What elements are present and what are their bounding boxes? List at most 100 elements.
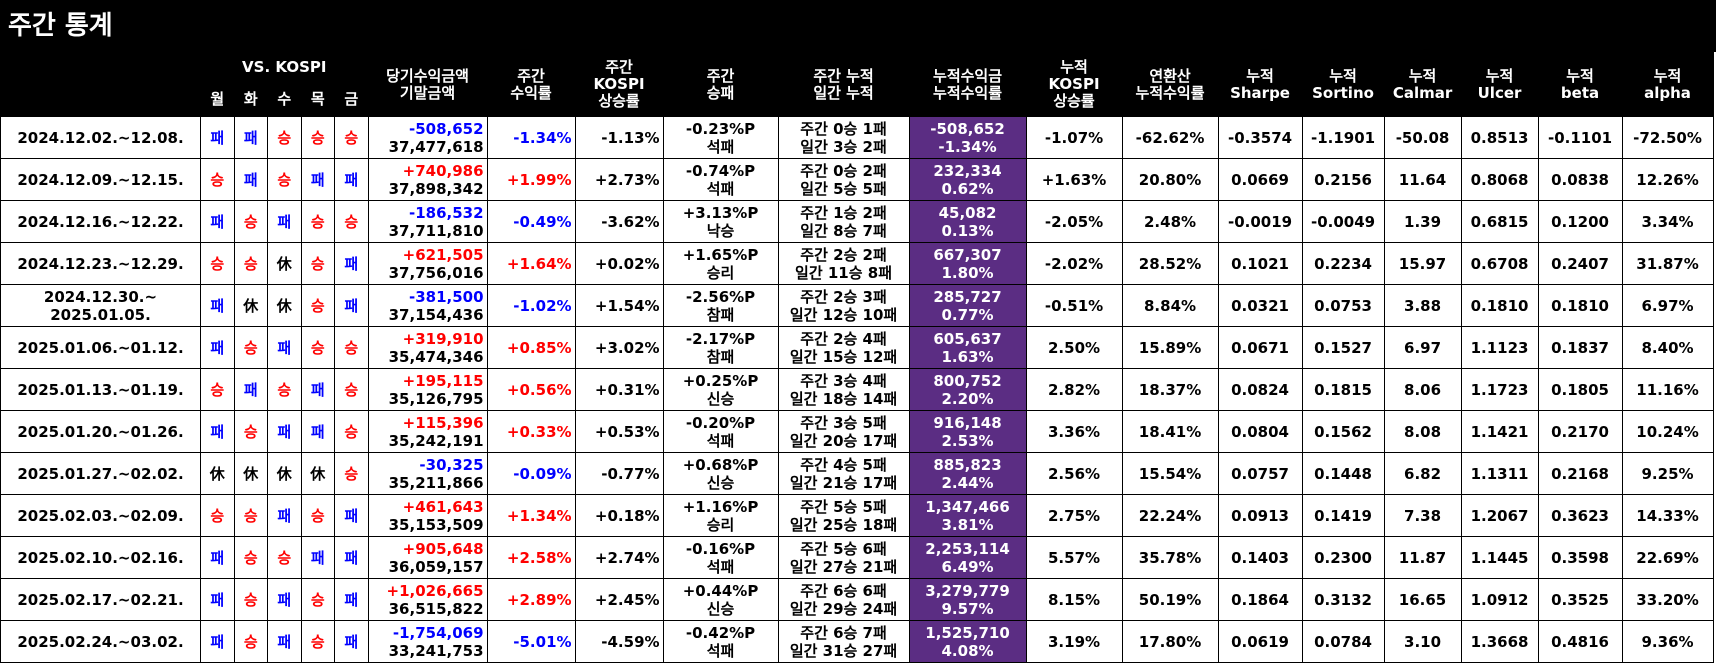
cell-text: +740,986	[402, 161, 484, 180]
cell-text: 45,082	[938, 203, 997, 222]
period: 2025.01.06.~01.12.	[17, 338, 184, 357]
cell: 주간 0승 2패 일간 5승 5패	[777, 158, 910, 201]
header-cell: 금	[334, 82, 369, 117]
cell-text: 4.08%	[941, 641, 994, 660]
cell-text: 28.52%	[1138, 254, 1202, 273]
table-row: 2025.01.13.~01.19. 승 패 승 패 승 +195,115 35,126,79…	[0, 368, 1714, 411]
day-cell: 休	[200, 452, 235, 495]
cell: -0.1101	[1537, 116, 1623, 159]
cell-text: 10.24%	[1636, 422, 1699, 441]
day-result: 패	[210, 338, 225, 357]
header-text: 누적	[1246, 66, 1274, 85]
day-result: 패	[210, 590, 225, 609]
cell: +0.25%P 신승	[662, 368, 779, 411]
cell: +1.99%	[486, 158, 576, 201]
cell: 11.16%	[1621, 368, 1714, 411]
cell-text: 3.19%	[1048, 632, 1101, 651]
cell-text: 일간 15승 12패	[789, 347, 898, 366]
cell: 16.65	[1383, 578, 1462, 621]
header-cell: 누적 beta	[1537, 52, 1623, 117]
day-result: 승	[243, 212, 258, 231]
cell-text: 36,059,157	[388, 557, 484, 576]
cell-text: 0.2168	[1551, 464, 1609, 483]
cell-text: 0.6815	[1470, 212, 1529, 231]
header-text: 수익률	[510, 83, 552, 102]
weekday: 금	[344, 90, 359, 108]
day-result: 패	[277, 422, 292, 441]
cell-text: -1.07%	[1044, 128, 1104, 147]
cell-text: +2.73%	[594, 170, 660, 189]
day-result: 승	[277, 128, 292, 147]
cell-text: +319,910	[402, 329, 484, 348]
cell-text: 석패	[706, 137, 735, 156]
cell: -0.49%	[486, 200, 576, 243]
cell-text: 35.78%	[1138, 548, 1202, 567]
day-result: 패	[277, 632, 292, 651]
cell-text: 18.37%	[1138, 380, 1202, 399]
cell-text: 0.0913	[1231, 506, 1289, 525]
cell: 0.8068	[1460, 158, 1539, 201]
day-result: 패	[344, 548, 359, 567]
cell: -30,325 35,211,866	[367, 452, 488, 495]
cell-text: 6.97	[1404, 338, 1442, 357]
cell: -1.1901	[1301, 116, 1385, 159]
day-cell: 패	[200, 200, 235, 243]
cell-text: -381,500	[408, 287, 484, 306]
cell: +319,910 35,474,346	[367, 326, 488, 369]
cell-text: 5.57%	[1048, 548, 1101, 567]
day-result: 승	[310, 296, 325, 315]
cell: +115,396 35,242,191	[367, 410, 488, 453]
cell-text: 232,334	[933, 161, 1002, 180]
header-text: 누적	[1653, 66, 1682, 85]
cell-text: +0.44%P	[682, 581, 759, 600]
day-result: 패	[344, 506, 359, 525]
cell: -0.77%	[574, 452, 664, 495]
cell: 31.87%	[1621, 242, 1714, 285]
day-cell: 패	[334, 284, 369, 327]
day-result: 승	[277, 170, 292, 189]
cell: 0.0804	[1217, 410, 1303, 453]
cell-text: +0.53%	[594, 422, 660, 441]
day-cell: 패	[334, 158, 369, 201]
cell-text: 주간 0승 2패	[800, 161, 887, 180]
cell: 0.1864	[1217, 578, 1303, 621]
cell-text: -30,325	[419, 455, 484, 474]
day-result: 승	[344, 464, 359, 483]
cell-text: 일간 11승 8패	[795, 263, 893, 282]
cell: 1.1723	[1460, 368, 1539, 411]
cell: 0.1805	[1537, 368, 1623, 411]
day-cell: 승	[233, 620, 268, 663]
cell: 20.80%	[1121, 158, 1219, 201]
day-result: 패	[210, 548, 225, 567]
period: 2025.01.13.~01.19.	[17, 380, 184, 399]
cell-text: 낙승	[706, 221, 735, 240]
header-cell: 주간 KOSPI 상승률	[574, 52, 664, 117]
cell: 주간 1승 2패 일간 8승 7패	[777, 200, 910, 243]
day-cell: 패	[267, 326, 302, 369]
cell-text: +0.25%P	[682, 371, 759, 390]
day-result: 승	[344, 338, 359, 357]
header-text: 누적수익금	[933, 66, 1003, 85]
cell: +621,505 37,756,016	[367, 242, 488, 285]
cell-text: 1.1123	[1470, 338, 1529, 357]
cell: 0.2170	[1537, 410, 1623, 453]
day-cell: 패	[334, 620, 369, 663]
cell-text: 9.36%	[1641, 632, 1694, 651]
day-cell: 승	[200, 158, 235, 201]
cell: -508,652 -1.34%	[908, 116, 1027, 159]
cell-text: -186,532	[408, 203, 484, 222]
cell-text: 0.1562	[1314, 422, 1372, 441]
cell: 1.0912	[1460, 578, 1539, 621]
cell: 주간 0승 1패 일간 3승 2패	[777, 116, 910, 159]
cell-text: 0.0619	[1231, 632, 1289, 651]
cell-text: 3.10	[1404, 632, 1442, 651]
cell-text: 0.1448	[1314, 464, 1372, 483]
cell-text: 0.0838	[1551, 170, 1609, 189]
cell: -1.02%	[486, 284, 576, 327]
cell: 885,823 2.44%	[908, 452, 1027, 495]
cell: 주간 5승 6패 일간 27승 21패	[777, 536, 910, 579]
cell-text: 800,752	[933, 371, 1002, 390]
day-result: 승	[310, 128, 325, 147]
cell: +1.54%	[574, 284, 664, 327]
